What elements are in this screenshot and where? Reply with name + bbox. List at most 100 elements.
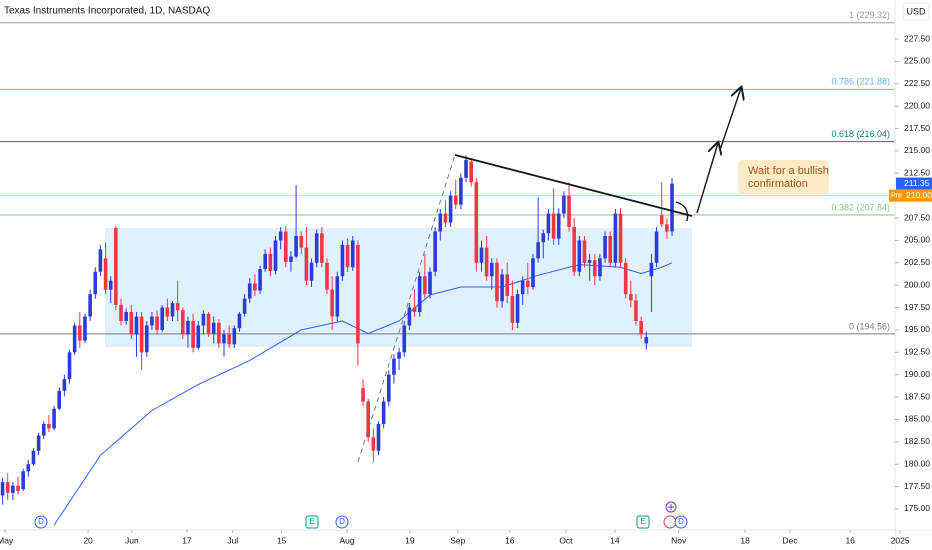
candle-body [41, 423, 46, 436]
x-tick-label: 16 [845, 535, 855, 545]
event-icon[interactable] [335, 515, 349, 529]
chart-title: Texas Instruments Incorporated, 1D, NASD… [4, 6, 210, 17]
x-tick-label: 17 [182, 535, 192, 545]
fib-label: 0 (194.56) [849, 321, 890, 331]
candle-body [515, 294, 520, 323]
candle-body [232, 328, 237, 345]
candle-body [634, 300, 638, 321]
fib-label: 1 (229.32) [849, 10, 890, 20]
candle-body [335, 276, 340, 317]
x-tick-label: 15 [277, 535, 287, 545]
currency-box[interactable] [902, 2, 930, 21]
plot-area: 1 (229.32) 0.786 (221.88) 0.618 (216.04) 0.… [0, 10, 895, 526]
event-icon[interactable] [663, 515, 677, 529]
candle-body [448, 195, 453, 223]
candle-body [304, 247, 309, 281]
x-tick-label: 18 [740, 535, 750, 545]
event-label: D [339, 517, 345, 526]
curve-arrow [675, 201, 689, 222]
pre-tag-text: Pre [891, 193, 902, 200]
candle-body [211, 322, 216, 334]
event-markers: D E D E D [34, 501, 688, 529]
candle-body [453, 195, 458, 205]
candle-body [361, 388, 365, 402]
candle-body [57, 390, 62, 409]
candle-body [592, 260, 597, 277]
candle-body [340, 244, 345, 277]
candle-body [670, 183, 674, 232]
candle-body [489, 262, 494, 277]
candle-body [129, 312, 134, 335]
event-icon[interactable] [305, 515, 319, 529]
candle-body [103, 258, 108, 290]
candle-body [36, 435, 41, 451]
event-icon[interactable] [34, 515, 48, 529]
candle-body [608, 235, 613, 263]
candle-body [443, 213, 448, 223]
y-tick-label: 197.50 [904, 302, 930, 312]
candle-body [459, 177, 463, 205]
candle-body [520, 280, 525, 295]
candle-body [598, 258, 602, 277]
x-tick-label: Nov [671, 535, 687, 545]
last-price-tag [896, 177, 932, 190]
candle-body [98, 249, 103, 272]
candle-body [278, 231, 283, 241]
candle-body [613, 213, 618, 263]
pre-tag [889, 189, 932, 202]
y-tick-label: 207.50 [904, 212, 930, 222]
event-icon[interactable] [636, 515, 650, 529]
candle-body [258, 269, 262, 291]
x-tick-label: Jul [227, 535, 238, 545]
candle-body [47, 423, 51, 429]
candle-body [284, 231, 288, 262]
y-tick-label: 222.50 [904, 78, 930, 88]
candle-body [371, 437, 376, 451]
time-axis-bg [0, 531, 895, 550]
y-tick-label: 202.50 [904, 257, 930, 267]
candle-body [665, 224, 669, 232]
candle-body [407, 307, 412, 326]
candle-body [5, 482, 10, 493]
candle-body [314, 233, 319, 263]
candle-body [474, 182, 479, 263]
candle-body [124, 312, 128, 321]
candle-body [546, 213, 551, 234]
arrow [719, 88, 741, 151]
candle-body [572, 227, 576, 272]
x-tick-label: Sep [450, 535, 465, 545]
candle-body [186, 320, 190, 335]
candle-body [618, 213, 623, 263]
candle-body [392, 358, 396, 375]
y-tick-label: 200.00 [904, 279, 930, 289]
candle-body [582, 240, 587, 263]
axes: 175.00177.50180.00182.50185.00187.50190.… [0, 24, 932, 550]
candle-body [83, 316, 87, 341]
candle-body [139, 316, 144, 353]
candle-body [495, 262, 499, 302]
candles [0, 155, 674, 505]
candle-body [93, 271, 98, 295]
candle-body [464, 159, 468, 178]
event-label: D [678, 517, 684, 526]
pre-price-label: 210.00 [906, 190, 932, 200]
candle-body [649, 262, 654, 277]
candle-body [541, 233, 546, 243]
event-icon[interactable] [674, 515, 688, 529]
y-tick-label: 190.00 [904, 369, 930, 379]
candle-body [381, 401, 386, 424]
x-tick-label: 14 [610, 535, 620, 545]
candle-body [175, 303, 180, 311]
candle-body [500, 274, 504, 302]
y-tick-label: 220.00 [904, 100, 930, 110]
candle-body [11, 485, 15, 493]
candle-body [659, 215, 664, 225]
drawings: Wait for a bullish confirmation [454, 88, 829, 222]
candle-body [402, 325, 407, 353]
y-tick-label: 175.00 [904, 503, 930, 513]
candle-body [526, 280, 530, 287]
candle-body [227, 334, 231, 345]
candle-body [134, 316, 139, 335]
candle-body [556, 213, 561, 239]
